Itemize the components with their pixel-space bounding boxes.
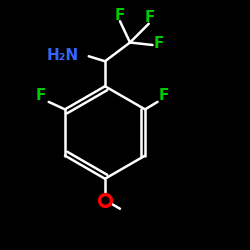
Text: H₂N: H₂N — [46, 48, 79, 62]
Text: F: F — [158, 88, 169, 103]
Text: F: F — [115, 8, 125, 22]
Text: F: F — [36, 88, 46, 103]
Text: F: F — [145, 10, 155, 25]
Text: F: F — [154, 36, 164, 51]
